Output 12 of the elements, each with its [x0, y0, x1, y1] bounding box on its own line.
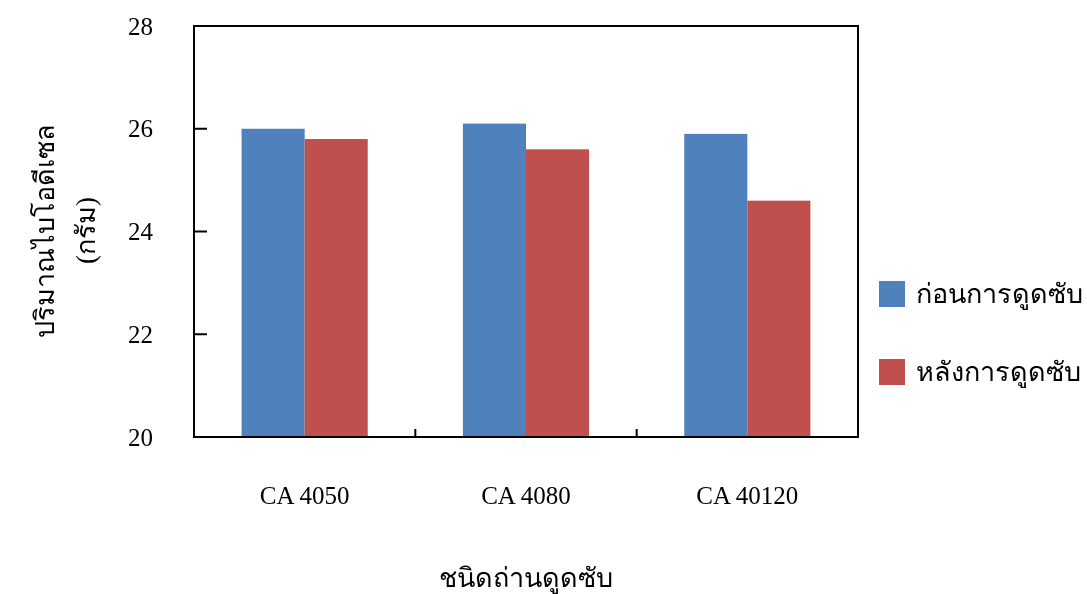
legend-label: ก่อนการดูดซับ: [916, 279, 1083, 310]
x-axis-title: ชนิดถ่านดูดซับ: [439, 563, 613, 594]
legend-label: หลังการดูดซับ: [916, 357, 1081, 388]
y-tick-label: 20: [128, 423, 153, 451]
y-tick-label: 28: [128, 12, 153, 40]
y-tick-label: 26: [128, 115, 153, 143]
y-axis-title: ปริมาณไบโอดีเซล (กรัม): [29, 123, 101, 338]
x-tick-label: CA 40120: [696, 481, 799, 509]
y-tick-label: 22: [128, 320, 153, 348]
x-tick-label: CA 4080: [481, 481, 571, 509]
y-tick-label: 24: [128, 218, 154, 245]
x-tick-label: CA 4050: [259, 481, 350, 509]
